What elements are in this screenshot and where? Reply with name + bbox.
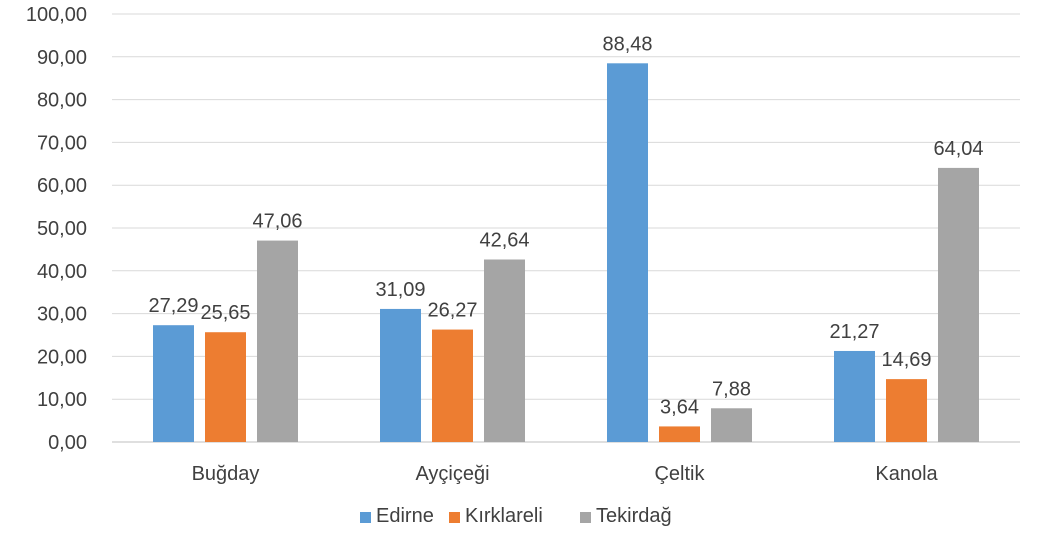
y-tick-label: 80,00 [37, 90, 87, 112]
y-tick-label: 20,00 [37, 346, 87, 368]
data-label: 3,64 [660, 396, 699, 418]
legend-label: Tekirdağ [596, 505, 672, 527]
bars [153, 63, 979, 442]
legend-label: Kırklareli [465, 505, 543, 527]
legend-swatch [580, 512, 591, 523]
y-tick-label: 70,00 [37, 132, 87, 154]
x-category-label: Kanola [875, 463, 938, 485]
gridlines [112, 13, 1020, 443]
y-tick-label: 90,00 [37, 47, 87, 69]
data-label: 14,69 [881, 349, 931, 371]
bar-Edirne-Ayçiçeği [380, 308, 421, 442]
y-axis-ticks: 0,00 10,00 20,00 30,00 40,00 50,00 60,00 70,00 8… [26, 4, 87, 454]
data-label: 25,65 [200, 302, 250, 324]
legend-label: Edirne [376, 505, 434, 527]
data-label: 31,09 [375, 279, 425, 301]
y-tick-label: 100,00 [26, 4, 87, 26]
y-tick-label: 40,00 [37, 261, 87, 283]
bar-Tekirdağ-Ayçiçeği [484, 259, 525, 442]
data-label: 21,27 [829, 321, 879, 343]
bar-Tekirdağ-Çeltik [711, 408, 752, 442]
y-tick-label: 0,00 [48, 432, 87, 454]
bar-Kırklareli-Kanola [886, 379, 927, 442]
bar-Edirne-Kanola [834, 350, 875, 442]
data-label: 27,29 [148, 295, 198, 317]
y-tick-label: 10,00 [37, 389, 87, 411]
x-category-label: Buğday [192, 463, 260, 485]
legend-swatch [449, 512, 460, 523]
legend: Edirne Kırklareli Tekirdağ [360, 505, 672, 527]
bar-Edirne-Buğday [153, 325, 194, 442]
data-label: 88,48 [602, 33, 652, 55]
bar-Kırklareli-Buğday [205, 332, 246, 442]
x-category-label: Ayçiçeği [415, 463, 489, 485]
data-label: 47,06 [252, 211, 302, 233]
data-label: 7,88 [712, 378, 751, 400]
data-label: 26,27 [427, 300, 477, 322]
data-label: 64,04 [933, 138, 983, 160]
x-category-label: Çeltik [654, 463, 705, 485]
bar-Kırklareli-Ayçiçeği [432, 329, 473, 442]
bar-Kırklareli-Çeltik [659, 426, 700, 442]
bar-Edirne-Çeltik [607, 63, 648, 442]
y-tick-label: 30,00 [37, 304, 87, 326]
x-axis-categories: Buğday Ayçiçeği Çeltik Kanola [192, 463, 939, 485]
y-tick-label: 50,00 [37, 218, 87, 240]
bar-Tekirdağ-Kanola [938, 167, 979, 442]
legend-swatch [360, 512, 371, 523]
data-label: 42,64 [479, 230, 529, 252]
y-tick-label: 60,00 [37, 175, 87, 197]
bar-Tekirdağ-Buğday [257, 240, 298, 442]
